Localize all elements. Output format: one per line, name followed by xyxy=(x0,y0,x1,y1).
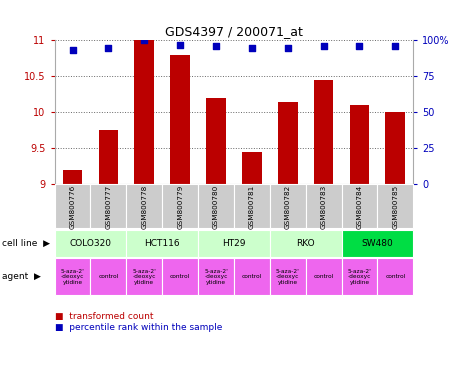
Title: GDS4397 / 200071_at: GDS4397 / 200071_at xyxy=(165,25,303,38)
Text: GSM800785: GSM800785 xyxy=(392,184,399,228)
Bar xyxy=(314,80,333,184)
Bar xyxy=(206,98,226,184)
Text: 5-aza-2'
-deoxyc
ytidine: 5-aza-2' -deoxyc ytidine xyxy=(61,269,85,285)
Text: HT29: HT29 xyxy=(222,239,246,248)
Point xyxy=(141,37,148,43)
Text: SW480: SW480 xyxy=(361,239,393,248)
Text: control: control xyxy=(314,274,334,279)
Text: control: control xyxy=(385,274,406,279)
Text: GSM800784: GSM800784 xyxy=(356,184,362,228)
Bar xyxy=(170,55,190,184)
Point xyxy=(248,45,256,51)
Text: GSM800780: GSM800780 xyxy=(213,184,219,228)
Text: GSM800782: GSM800782 xyxy=(285,184,291,228)
Text: GSM800778: GSM800778 xyxy=(141,184,147,228)
Text: GSM800779: GSM800779 xyxy=(177,184,183,228)
Text: 5-aza-2'
-deoxyc
ytidine: 5-aza-2' -deoxyc ytidine xyxy=(133,269,156,285)
Text: RKO: RKO xyxy=(296,239,315,248)
Bar xyxy=(242,152,262,184)
Text: control: control xyxy=(242,274,262,279)
Bar xyxy=(134,40,154,184)
Point xyxy=(391,43,399,49)
Point xyxy=(69,47,76,53)
Text: HCT116: HCT116 xyxy=(144,239,180,248)
Bar xyxy=(350,105,370,184)
Bar xyxy=(63,170,83,184)
Text: ■  transformed count: ■ transformed count xyxy=(55,311,153,321)
Text: 5-aza-2'
-deoxyc
ytidine: 5-aza-2' -deoxyc ytidine xyxy=(276,269,300,285)
Text: GSM800777: GSM800777 xyxy=(105,184,112,228)
Point xyxy=(320,43,327,49)
Point xyxy=(104,45,112,51)
Text: agent  ▶: agent ▶ xyxy=(2,272,41,281)
Point xyxy=(284,45,292,51)
Bar xyxy=(385,112,405,184)
Point xyxy=(176,41,184,48)
Point xyxy=(212,43,220,49)
Text: control: control xyxy=(98,274,119,279)
Text: 5-aza-2'
-deoxyc
ytidine: 5-aza-2' -deoxyc ytidine xyxy=(204,269,228,285)
Text: cell line  ▶: cell line ▶ xyxy=(2,239,50,248)
Text: 5-aza-2'
-deoxyc
ytidine: 5-aza-2' -deoxyc ytidine xyxy=(348,269,371,285)
Text: GSM800776: GSM800776 xyxy=(69,184,76,228)
Text: control: control xyxy=(170,274,190,279)
Bar xyxy=(278,101,298,184)
Text: GSM800783: GSM800783 xyxy=(321,184,327,228)
Text: ■  percentile rank within the sample: ■ percentile rank within the sample xyxy=(55,323,222,332)
Bar xyxy=(98,130,118,184)
Text: GSM800781: GSM800781 xyxy=(249,184,255,228)
Point xyxy=(356,43,363,49)
Text: COLO320: COLO320 xyxy=(69,239,112,248)
